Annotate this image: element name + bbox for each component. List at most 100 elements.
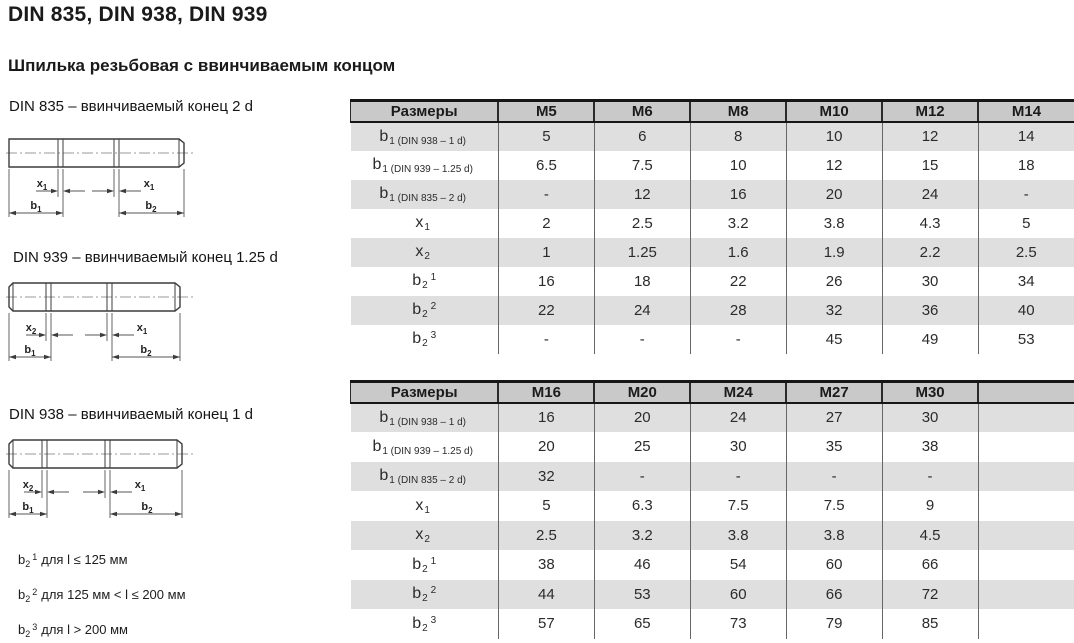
row-label: x2 <box>350 520 499 550</box>
table-cell: 3.8 <box>785 208 883 238</box>
table-cell: 22 <box>689 266 787 296</box>
table-cell: 15 <box>881 150 979 180</box>
table-cell <box>977 579 1074 609</box>
table-cell: 25 <box>593 432 691 462</box>
table-cell: 16 <box>689 179 787 209</box>
table-row: b21 16 18 22 26 30 34 <box>350 266 1074 296</box>
table-row: b22 22 24 28 32 36 40 <box>350 295 1074 325</box>
table-header-row: Размеры M16 M20 M24 M27 M30 <box>350 380 1074 404</box>
table-cell: 12 <box>881 121 979 151</box>
dim-label-x1-right: x1 <box>137 322 148 336</box>
table-cell: 30 <box>689 432 787 462</box>
dim-label-x1-right: x1 <box>144 178 155 192</box>
table-cell: 8 <box>689 121 787 151</box>
header-sizes: Размеры <box>350 380 499 404</box>
table-cell: 12 <box>593 179 691 209</box>
header-m5: M5 <box>497 99 595 123</box>
table-cell: 54 <box>689 550 787 580</box>
table-cell: - <box>689 461 787 491</box>
table-cell: 2.5 <box>497 520 595 550</box>
table-cell: 36 <box>881 295 979 325</box>
dim-label-b2: b2 <box>145 200 157 214</box>
din-938-caption: DIN 938 – ввинчиваемый конец 1 d <box>9 406 253 423</box>
table-cell: 46 <box>593 550 691 580</box>
dim-label-b2: b2 <box>141 501 153 515</box>
row-label: b22 <box>350 579 499 609</box>
table-cell: 34 <box>977 266 1074 296</box>
table-cell <box>977 491 1074 521</box>
table-cell: 20 <box>785 179 883 209</box>
table-cell: 24 <box>689 402 787 432</box>
table-cell: 5 <box>497 121 595 151</box>
table-cell: 30 <box>881 266 979 296</box>
table-cell: 20 <box>497 432 595 462</box>
table-cell: 18 <box>977 150 1074 180</box>
table-cell: - <box>689 324 787 354</box>
header-m6: M6 <box>593 99 691 123</box>
table-cell: 10 <box>785 121 883 151</box>
table-cell: 60 <box>689 579 787 609</box>
table-row: x2 1 1.25 1.6 1.9 2.2 2.5 <box>350 237 1074 267</box>
table-cell <box>977 461 1074 491</box>
header-m16: M16 <box>497 380 595 404</box>
table-cell: 20 <box>593 402 691 432</box>
page-title: DIN 835, DIN 938, DIN 939 <box>8 3 268 26</box>
table-cell: 2 <box>497 208 595 238</box>
header-m20: M20 <box>593 380 691 404</box>
table-cell: - <box>785 461 883 491</box>
table-cell: - <box>497 324 595 354</box>
table-cell: 16 <box>497 402 595 432</box>
row-label: b23 <box>350 324 499 354</box>
table-cell: 12 <box>785 150 883 180</box>
table-cell: 6 <box>593 121 691 151</box>
table-cell: 24 <box>593 295 691 325</box>
table-cell: 6.5 <box>497 150 595 180</box>
table-cell: 45 <box>785 324 883 354</box>
table-cell: 73 <box>689 609 787 639</box>
din-938-drawing: x2 x1 b1 b2 <box>6 439 194 518</box>
header-m30: M30 <box>881 380 979 404</box>
table-cell: 57 <box>497 609 595 639</box>
table-cell: 27 <box>785 402 883 432</box>
table-row: b23 - - - 45 49 53 <box>350 324 1074 354</box>
table-row: b21 38 46 54 60 66 <box>350 550 1074 580</box>
dim-label-b1: b1 <box>24 344 36 358</box>
table-cell: 1.9 <box>785 237 883 267</box>
footnote-b2-3: b23 для l > 200 мм <box>18 622 128 639</box>
row-label: b1 (DIN 939 – 1.25 d) <box>350 150 499 180</box>
table-cell: 49 <box>881 324 979 354</box>
table-row: b1 (DIN 939 – 1.25 d) 20 25 30 35 38 <box>350 432 1074 462</box>
table-cell: - <box>497 179 595 209</box>
table-cell: 26 <box>785 266 883 296</box>
row-label: b1 (DIN 938 – 1 d) <box>350 121 499 151</box>
table-cell <box>977 550 1074 580</box>
table-cell: 3.2 <box>593 520 691 550</box>
table-header-row: Размеры M5 M6 M8 M10 M12 M14 <box>350 99 1074 123</box>
table-cell: 5 <box>977 208 1074 238</box>
table-row: x2 2.5 3.2 3.8 3.8 4.5 <box>350 520 1074 550</box>
table-cell: 79 <box>785 609 883 639</box>
row-label: b21 <box>350 550 499 580</box>
table-cell: 32 <box>497 461 595 491</box>
table-cell: 32 <box>785 295 883 325</box>
dim-label-x2-left: x2 <box>23 479 34 493</box>
table-cell: 60 <box>785 550 883 580</box>
footnote-b2-2: b22 для 125 мм < l ≤ 200 мм <box>18 587 186 604</box>
row-label: x1 <box>350 491 499 521</box>
table-cell: 16 <box>497 266 595 296</box>
table-cell: - <box>977 179 1074 209</box>
table-cell: 14 <box>977 121 1074 151</box>
row-label: b1 (DIN 939 – 1.25 d) <box>350 432 499 462</box>
dim-label-b2: b2 <box>140 344 152 358</box>
table-cell: 4.3 <box>881 208 979 238</box>
table-cell: 5 <box>497 491 595 521</box>
dim-label-x1-left: x1 <box>37 178 48 192</box>
din-939-drawing: x2 x1 b1 b2 <box>6 282 194 361</box>
table-cell: - <box>593 324 691 354</box>
header-m24: M24 <box>689 380 787 404</box>
table-cell: 7.5 <box>689 491 787 521</box>
table-cell: 30 <box>881 402 979 432</box>
table-cell: 38 <box>881 432 979 462</box>
sizes-table-m16-m30: Размеры M16 M20 M24 M27 M30 b1 (DIN 938 … <box>350 380 1074 639</box>
table-row: b1 (DIN 835 – 2 d) 32 - - - - <box>350 461 1074 491</box>
